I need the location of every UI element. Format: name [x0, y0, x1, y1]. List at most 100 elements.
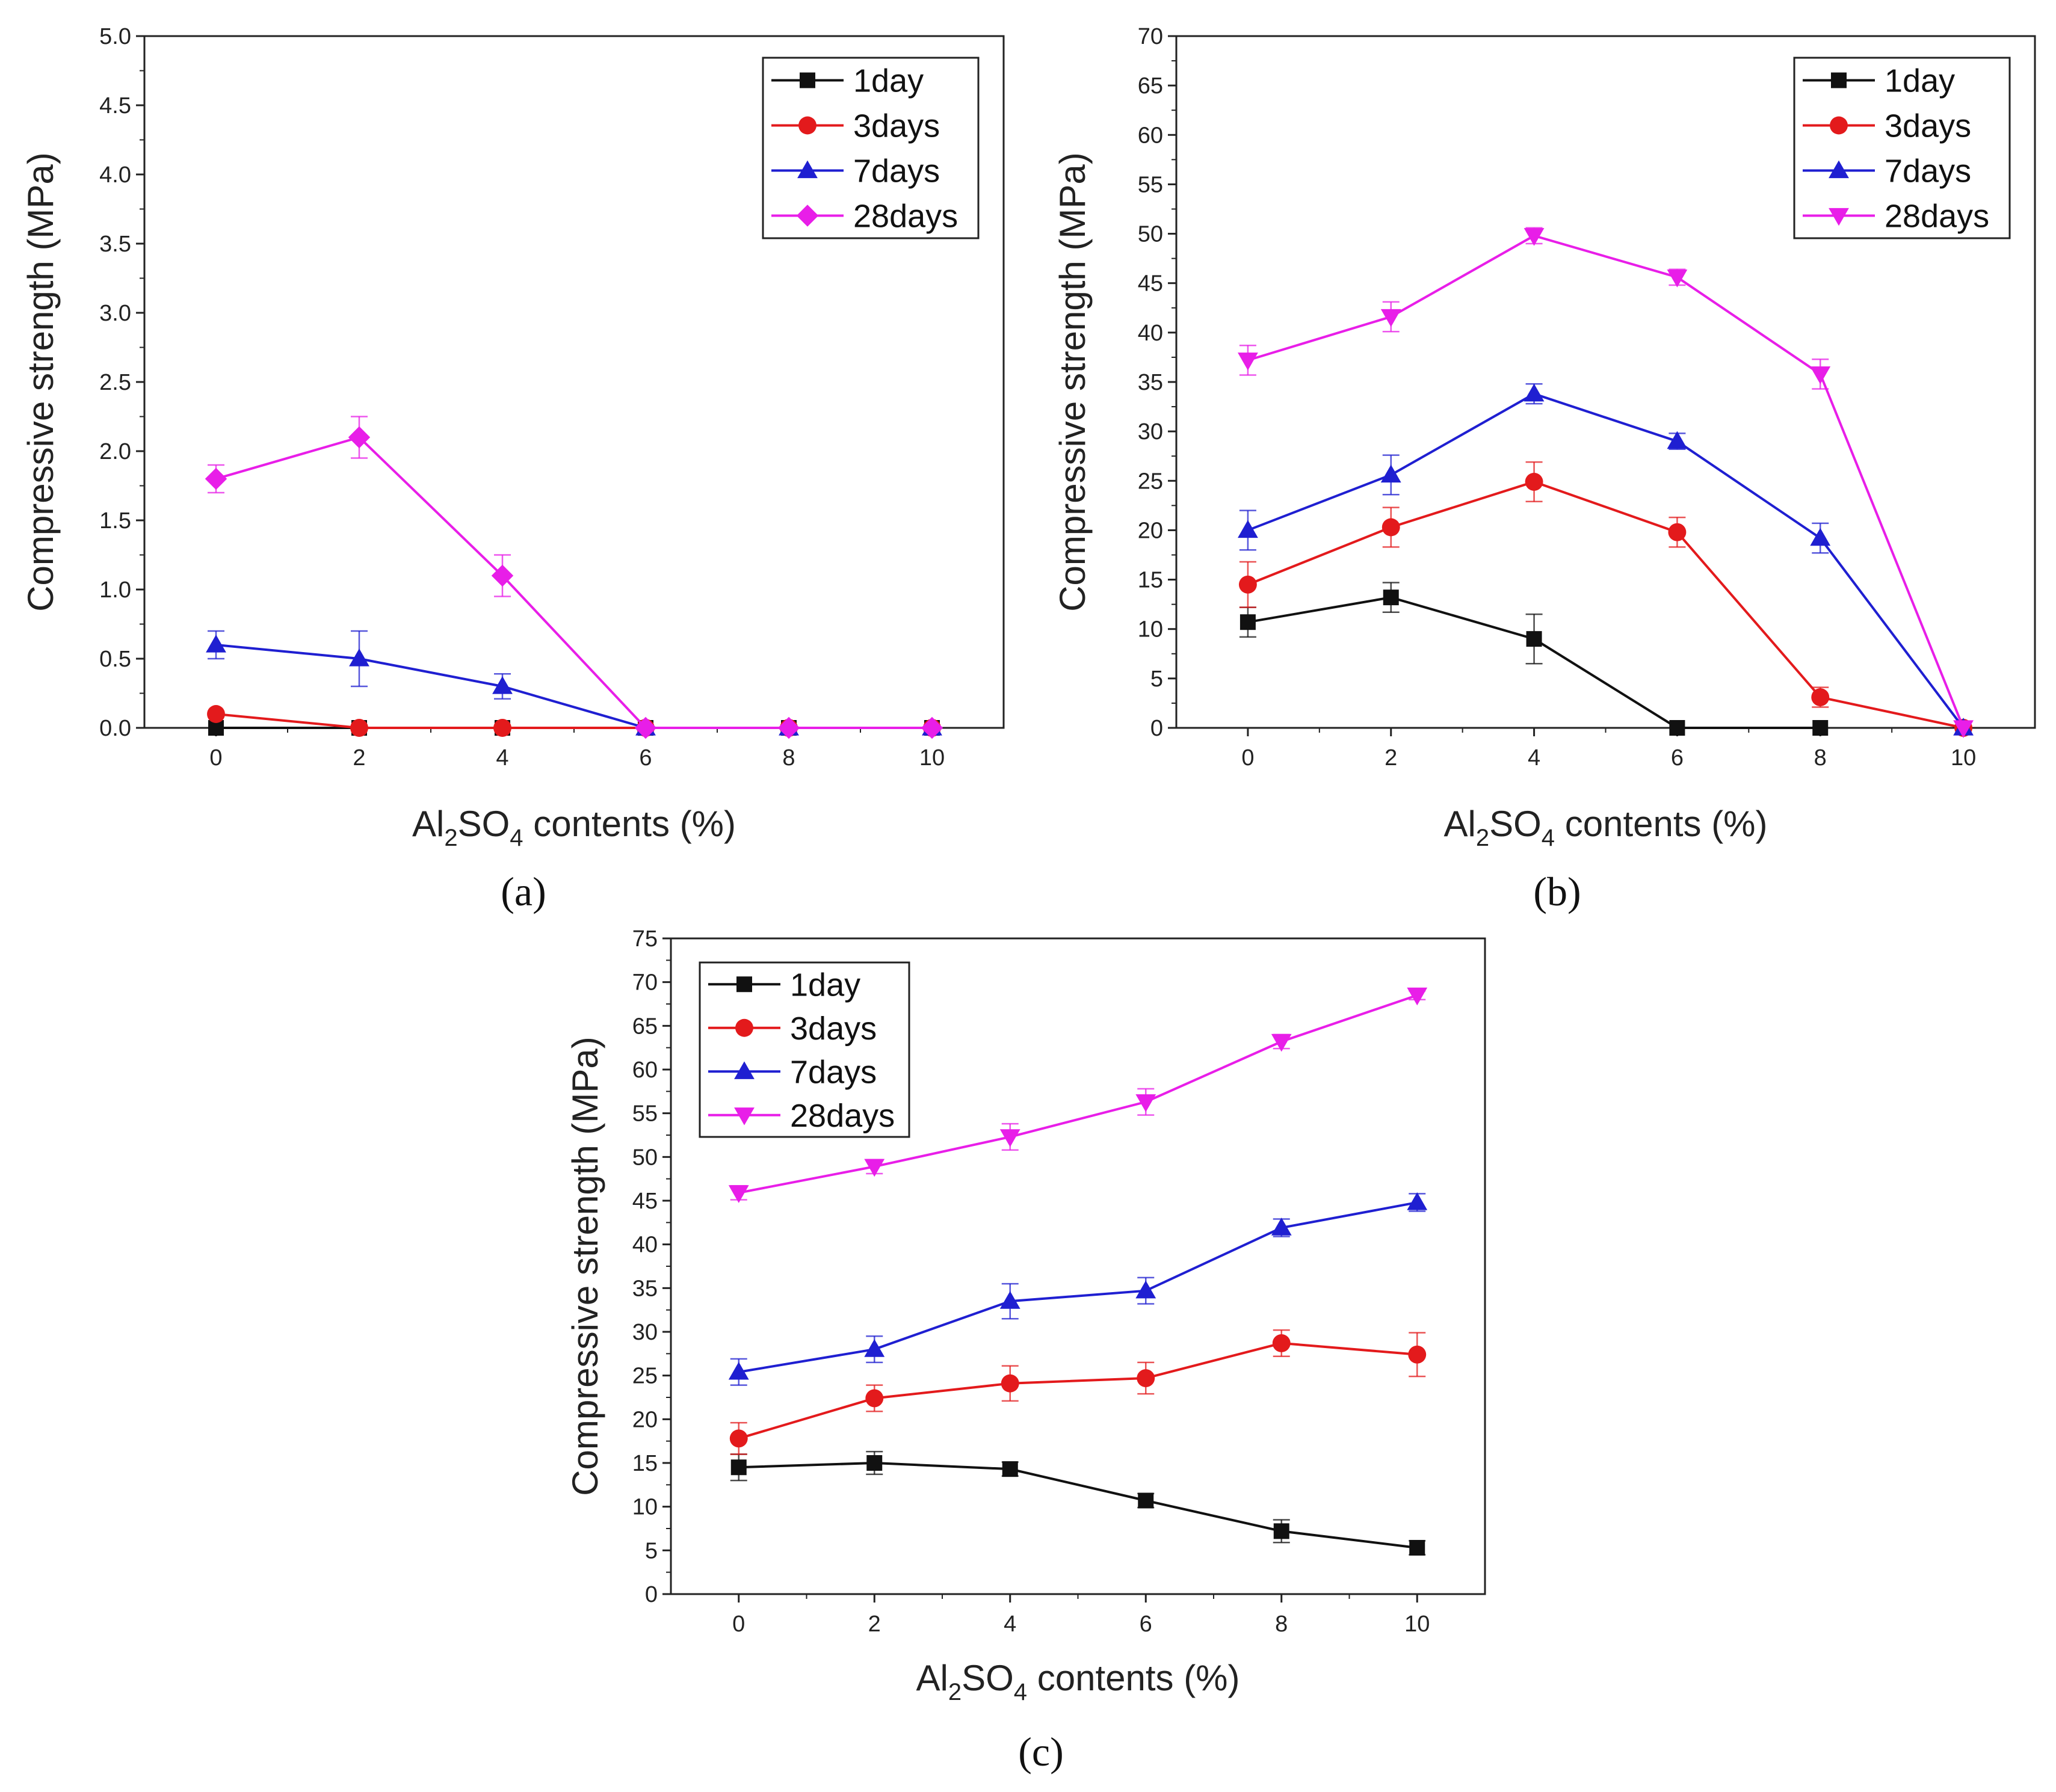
y-tick-label: 65 [632, 1014, 658, 1039]
data-point [206, 635, 226, 653]
data-point [865, 1389, 884, 1408]
data-point [728, 1361, 749, 1380]
data-point [1271, 1033, 1292, 1052]
x-tick-label: 2 [353, 745, 365, 771]
x-axis-title-part: SO [962, 1658, 1014, 1698]
data-point [866, 1455, 883, 1471]
series-28days [728, 987, 1428, 1203]
x-axis-title-part: SO [458, 804, 510, 844]
x-tick-label: 2 [1385, 745, 1397, 771]
legend-label: 1day [853, 63, 924, 99]
x-tick-label: 6 [1140, 1612, 1152, 1637]
y-tick-label: 0 [1150, 716, 1163, 741]
data-point [1667, 269, 1688, 288]
legend-label: 7days [1885, 153, 1971, 189]
y-tick-label: 50 [632, 1145, 658, 1170]
y-tick-label: 65 [1138, 73, 1163, 99]
y-tick-label: 0 [645, 1582, 658, 1607]
x-tick-label: 10 [919, 745, 945, 771]
caption-c: (c) [1018, 1729, 1063, 1775]
legend-marker [798, 116, 817, 135]
x-axis-title: Al2SO4 contents (%) [916, 1658, 1239, 1705]
x-tick-label: 0 [1241, 745, 1254, 771]
y-tick-label: 15 [632, 1451, 658, 1476]
x-tick-label: 8 [782, 745, 795, 771]
x-axis-title-part: contents (%) [523, 804, 736, 844]
y-tick-label: 50 [1138, 222, 1163, 247]
y-tick-label: 30 [632, 1320, 658, 1345]
y-tick-label: 35 [1138, 370, 1163, 395]
data-point [1407, 1192, 1428, 1210]
series-line [738, 1341, 1418, 1440]
data-point [1667, 431, 1688, 449]
data-point [1810, 366, 1831, 384]
data-point [1272, 1334, 1291, 1352]
x-tick-label: 6 [1671, 745, 1684, 771]
legend-marker [797, 160, 818, 179]
data-point [1135, 1094, 1156, 1112]
x-axis-title-part: SO [1489, 804, 1542, 844]
legend-label: 28days [1885, 199, 1989, 235]
x-axis-title-part: contents (%) [1027, 1658, 1239, 1698]
data-point [1380, 309, 1401, 327]
data-point [350, 719, 368, 737]
legend-box [762, 57, 980, 239]
y-tick-label: 1.0 [99, 577, 131, 603]
y-tick-label: 4.0 [99, 162, 131, 188]
x-axis-title-part: Al [1443, 804, 1475, 844]
y-tick-label: 0.5 [99, 647, 131, 672]
x-tick-label: 4 [1004, 1612, 1016, 1637]
data-point [1668, 523, 1687, 541]
data-point [1271, 1218, 1292, 1236]
x-tick-label: 4 [1528, 745, 1540, 771]
data-point [1526, 631, 1542, 647]
data-point [1001, 1374, 1019, 1393]
y-tick-label: 45 [1138, 271, 1163, 297]
series-line [1247, 234, 1965, 728]
legend-label: 1day [1885, 63, 1955, 99]
x-axis-title-subscript: 2 [1476, 825, 1489, 851]
y-tick-label: 2.0 [99, 439, 131, 464]
y-tick-label: 60 [1138, 123, 1163, 148]
x-tick-label: 4 [496, 745, 508, 771]
data-point [1409, 1539, 1425, 1556]
y-tick-label: 40 [1138, 321, 1163, 346]
series-1day [1239, 582, 1829, 736]
data-point [1812, 720, 1829, 736]
x-tick-label: 0 [732, 1612, 745, 1637]
y-tick-label: 3.0 [99, 301, 131, 326]
series-line [215, 436, 932, 729]
data-point [1523, 383, 1545, 402]
data-point [1525, 472, 1543, 491]
data-point [1408, 1345, 1427, 1364]
data-point [1239, 614, 1256, 630]
x-tick-label: 2 [868, 1612, 881, 1637]
x-tick-label: 6 [639, 745, 652, 771]
data-point [348, 426, 371, 449]
series-line [1247, 480, 1964, 729]
x-axis-title-part: contents (%) [1555, 804, 1767, 844]
y-tick-label: 20 [632, 1407, 658, 1432]
x-axis-title-subscript: 4 [1014, 1679, 1027, 1705]
series-3days [1238, 461, 1973, 737]
data-point [999, 1291, 1020, 1309]
x-axis-title-part: Al [916, 1658, 948, 1698]
legend-label: 7days [790, 1054, 877, 1090]
legend-marker [1831, 72, 1847, 88]
data-point [1523, 228, 1545, 246]
x-tick-label: 8 [1275, 1612, 1288, 1637]
data-point [1238, 353, 1258, 371]
data-point [1137, 1369, 1155, 1387]
data-point [864, 1339, 885, 1357]
legend-marker [796, 205, 819, 227]
series-7days [1238, 383, 1974, 736]
data-point [1380, 464, 1401, 483]
data-point [999, 1129, 1020, 1147]
series-1day [730, 1450, 1426, 1556]
data-point [493, 719, 511, 737]
caption-a: (a) [501, 869, 546, 914]
y-tick-label: 35 [632, 1276, 658, 1301]
x-tick-label: 0 [209, 745, 222, 771]
